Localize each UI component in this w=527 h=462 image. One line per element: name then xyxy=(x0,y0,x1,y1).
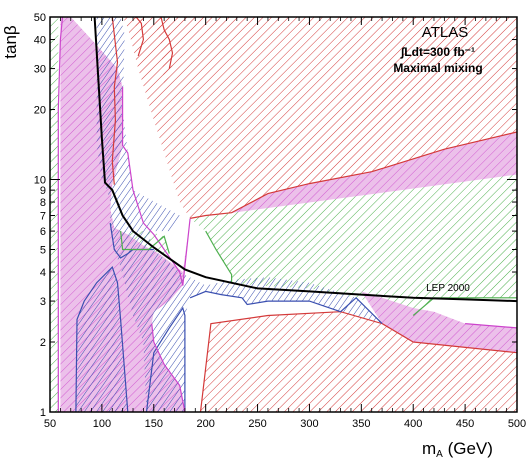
y-tick-label-3: 3 xyxy=(40,296,46,308)
green-region-1 xyxy=(50,17,59,412)
magenta-boundary-12 xyxy=(151,323,186,412)
x-tick-label-100: 100 xyxy=(93,418,111,430)
red-region-4 xyxy=(133,17,149,33)
red-boundary-4 xyxy=(189,131,517,219)
y-axis-title: tanβ xyxy=(1,25,20,59)
red-boundary-2 xyxy=(135,17,145,57)
y-tick-label-1: 1 xyxy=(40,407,46,419)
plot-title: ATLAS xyxy=(422,24,468,41)
red-region-2 xyxy=(200,311,517,412)
x-tick-label-50: 50 xyxy=(44,418,56,430)
luminosity-label: ∫Ldt=300 fb⁻¹ xyxy=(400,45,475,59)
x-axis: 50 100 150 200 250 300 350 400 450 500 xyxy=(44,17,526,430)
green-boundary-14 xyxy=(120,231,170,254)
plot-frame xyxy=(49,16,518,413)
lep-curve-label: LEP 2000 xyxy=(426,283,470,294)
x-tick-label-150: 150 xyxy=(145,418,163,430)
blue-region-1 xyxy=(96,17,383,412)
y-tick-label-7: 7 xyxy=(40,211,46,223)
blue-region-2 xyxy=(75,267,128,412)
x-tick-label-250: 250 xyxy=(248,418,266,430)
y-tick-label-6: 6 xyxy=(40,226,46,238)
y-tick-label-20: 20 xyxy=(34,105,46,117)
x-tick-label-200: 200 xyxy=(196,418,214,430)
lep-exclusion-layer xyxy=(93,17,517,303)
green-boundary-15 xyxy=(205,230,233,283)
region-layer xyxy=(50,17,517,412)
x-axis-title-unit: (GeV) xyxy=(443,439,493,458)
x-tick-label-450: 450 xyxy=(456,418,474,430)
red-region-1 xyxy=(101,17,517,219)
blue-boundary-9 xyxy=(189,290,383,325)
y-tick-label-5: 5 xyxy=(40,244,46,256)
y-tick-label-50: 50 xyxy=(34,12,46,24)
magenta-boundary-13 xyxy=(465,323,517,329)
red-boundary-3 xyxy=(160,17,174,69)
x-axis-title-main: m xyxy=(422,439,436,458)
red-boundary-1 xyxy=(111,17,119,185)
y-tick-label-9: 9 xyxy=(40,185,46,197)
x-tick-label-300: 300 xyxy=(300,418,318,430)
blue-boundary-7 xyxy=(145,306,186,412)
x-axis-title-sub: A xyxy=(436,449,443,460)
y-tick-label-30: 30 xyxy=(34,64,46,76)
y-tick-label-2: 2 xyxy=(40,337,46,349)
blue-boundary-6 xyxy=(75,265,129,412)
red-region-3 xyxy=(153,17,173,87)
x-tick-label-350: 350 xyxy=(352,418,370,430)
lep-2000-curve xyxy=(93,17,517,303)
mixing-scenario-label: Maximal mixing xyxy=(393,61,482,75)
region-boundary-layer xyxy=(57,17,517,412)
magenta-boundary-10 xyxy=(57,17,64,412)
x-tick-label-400: 400 xyxy=(404,418,422,430)
x-tick-label-500: 500 xyxy=(508,418,526,430)
y-tick-label-10: 10 xyxy=(34,175,46,187)
magenta-region-2 xyxy=(361,291,517,353)
y-tick-label-40: 40 xyxy=(34,35,46,47)
y-tick-label-4: 4 xyxy=(40,267,46,279)
y-tick-label-8: 8 xyxy=(40,197,46,209)
magenta-boundary-11 xyxy=(121,87,191,286)
x-axis-title: mA (GeV) xyxy=(422,439,493,460)
